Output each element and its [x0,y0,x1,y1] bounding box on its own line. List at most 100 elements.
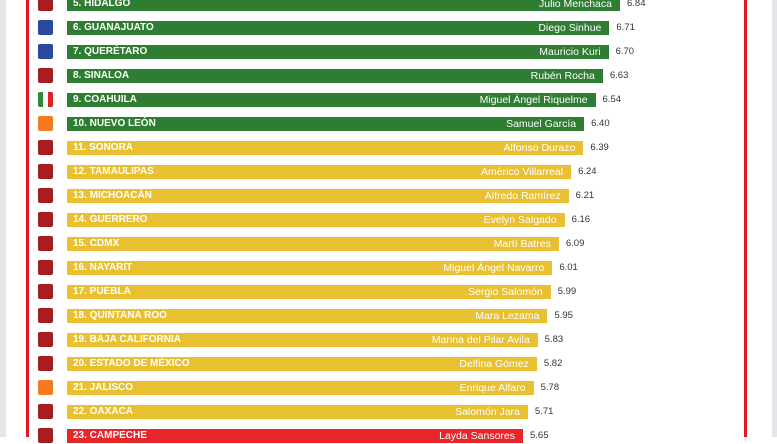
chart-row: 23. CAMPECHE Layda Sansores 5.65 [0,428,740,444]
pan-party-logo-icon [38,44,53,59]
state-label: 22. OAXACA [73,406,134,417]
chart-row: 11. SONORA Alfonso Durazo 6.39 [0,140,740,156]
governor-label: Salomón Jara [455,406,520,418]
state-label: 21. JALISCO [73,382,134,393]
morena-party-logo-icon [38,308,53,323]
left-margin [0,0,6,437]
morena-party-logo-icon [38,428,53,443]
governor-label: Alfredo Ramírez [484,190,561,202]
pri-party-logo-icon [38,92,53,107]
state-label: 12. TAMAULIPAS [73,166,154,177]
chart-row: 14. GUERRERO Evelyn Salgado 6.16 [0,212,740,228]
bar: 6. GUANAJUATO Diego Sinhue [67,21,610,35]
morena-party-logo-icon [38,356,53,371]
governor-label: Sergio Salomón [468,286,543,298]
governor-label: Martí Batres [493,238,551,250]
state-label: 10. NUEVO LEÓN [73,118,156,129]
value-label: 6.84 [627,0,646,9]
right-margin [772,0,777,437]
governor-label: Julio Menchaca [539,0,612,10]
bar: 14. GUERRERO Evelyn Salgado [67,213,565,227]
value-label: 6.40 [591,118,610,129]
chart-row: 20. ESTADO DE MÉXICO Delfina Gómez 5.82 [0,356,740,372]
state-label: 5. HIDALGO [73,0,131,9]
state-label: 18. QUINTANA ROO [73,310,167,321]
value-label: 6.01 [559,262,578,273]
bar: 20. ESTADO DE MÉXICO Delfina Gómez [67,357,537,371]
chart-row: 12. TAMAULIPAS Américo Villarreal 6.24 [0,164,740,180]
value-label: 5.83 [544,334,564,345]
state-label: 11. SONORA [73,142,134,153]
bar: 10. NUEVO LEÓN Samuel García [67,117,585,131]
bar: 9. COAHUILA Miguel Ángel Riquelme [67,93,596,107]
morena-party-logo-icon [38,236,53,251]
value-label: 5.65 [530,430,549,441]
chart-row: 21. JALISCO Enrique Alfaro 5.78 [0,380,740,396]
value-label: 6.24 [578,166,597,177]
value-label: 6.16 [571,214,591,225]
value-label: 6.63 [609,70,629,81]
chart-row: 6. GUANAJUATO Diego Sinhue 6.71 [0,20,740,36]
right-red-border [744,0,747,437]
bar: 18. QUINTANA ROO Mara Lezama [67,309,548,323]
morena-party-logo-icon [38,260,53,275]
governor-label: Américo Villarreal [481,166,564,178]
morena-party-logo-icon [38,284,53,299]
chart-row: 19. BAJA CALIFORNIA Marina del Pilar Avil… [0,332,740,348]
chart-row: 15. CDMX Martí Batres 6.09 [0,236,740,252]
bar: 22. OAXACA Salomón Jara [67,405,528,419]
value-label: 5.95 [554,310,573,321]
bar: 12. TAMAULIPAS Américo Villarreal [67,165,572,179]
state-label: 17. PUEBLA [73,286,131,297]
chart-row: 10. NUEVO LEÓN Samuel García 6.40 [0,116,740,132]
state-label: 9. COAHUILA [73,94,137,105]
morena-party-logo-icon [38,0,53,11]
bar: 23. CAMPECHE Layda Sansores [67,429,523,443]
morena-party-logo-icon [38,164,53,179]
state-label: 16. NAYARIT [73,262,133,273]
governor-label: Miguel Ángel Riquelme [479,94,588,106]
value-label: 6.21 [575,190,595,201]
chart-row: 7. QUERÉTARO Mauricio Kuri 6.70 [0,44,740,60]
state-label: 19. BAJA CALIFORNIA [73,334,181,345]
governor-label: Layda Sansores [439,430,515,442]
value-label: 6.71 [616,22,635,33]
governor-label: Delfina Gómez [459,358,529,370]
morena-party-logo-icon [38,332,53,347]
bar: 19. BAJA CALIFORNIA Marina del Pilar Avil… [67,333,538,347]
morena-party-logo-icon [38,68,53,83]
chart-row: 13. MICHOACÁN Alfredo Ramírez 6.21 [0,188,740,204]
value-label: 6.54 [602,94,622,105]
chart-row: 17. PUEBLA Sergio Salomón 5.99 [0,284,740,300]
bar: 21. JALISCO Enrique Alfaro [67,381,534,395]
bar: 11. SONORA Alfonso Durazo [67,141,584,155]
bar: 16. NAYARIT Miguel Ángel Navarro [67,261,553,275]
governor-label: Alfonso Durazo [503,142,576,154]
governor-label: Miguel Ángel Navarro [443,262,545,274]
governor-label: Enrique Alfaro [459,382,526,394]
bar: 17. PUEBLA Sergio Salomón [67,285,551,299]
left-red-border [26,0,29,437]
chart-row: 22. OAXACA Salomón Jara 5.71 [0,404,740,420]
chart-row: 5. HIDALGO Julio Menchaca 6.84 [0,0,740,12]
governor-label: Mauricio Kuri [539,46,601,58]
bar: 8. SINALOA Rubén Rocha [67,69,603,83]
state-label: 14. GUERRERO [73,214,148,225]
state-label: 6. GUANAJUATO [73,22,154,33]
value-label: 6.70 [615,46,635,57]
value-label: 5.99 [557,286,577,297]
mc-party-logo-icon [38,116,53,131]
governor-label: Evelyn Salgado [483,214,557,226]
state-label: 8. SINALOA [73,70,130,81]
governor-label: Samuel García [506,118,577,130]
chart-row: 18. QUINTANA ROO Mara Lezama 5.95 [0,308,740,324]
state-label: 13. MICHOACÁN [73,190,152,201]
mc-party-logo-icon [38,380,53,395]
bar: 15. CDMX Martí Batres [67,237,559,251]
chart-row: 16. NAYARIT Miguel Ángel Navarro 6.01 [0,260,740,276]
governor-label: Marina del Pilar Avila [431,334,530,346]
chart-row: 9. COAHUILA Miguel Ángel Riquelme 6.54 [0,92,740,108]
bar: 7. QUERÉTARO Mauricio Kuri [67,45,609,59]
morena-party-logo-icon [38,140,53,155]
state-label: 20. ESTADO DE MÉXICO [73,358,190,369]
